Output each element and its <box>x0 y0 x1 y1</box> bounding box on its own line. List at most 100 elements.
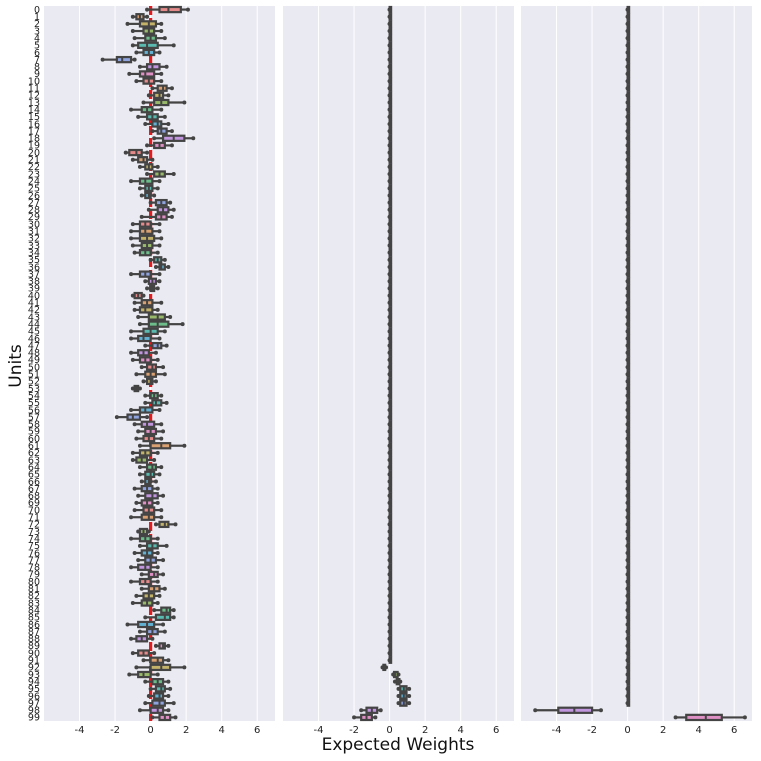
whisker-cap <box>625 601 630 606</box>
whisker-cap <box>387 150 392 155</box>
whisker-cap <box>123 150 128 155</box>
whisker-cap <box>159 79 164 84</box>
whisker-cap <box>396 686 401 691</box>
y-tick-label: 67 <box>28 484 40 495</box>
box-unit-6 <box>625 48 631 57</box>
y-tick-label: 59 <box>28 427 40 438</box>
whisker-cap <box>396 701 401 706</box>
whisker-cap <box>407 686 412 691</box>
box-unit-86 <box>125 620 166 629</box>
whisker-cap <box>625 150 630 155</box>
whisker-cap <box>159 21 164 26</box>
box-unit-8 <box>137 63 169 71</box>
box-unit-17 <box>150 127 174 135</box>
whisker-cap <box>387 50 392 55</box>
whisker-cap <box>387 257 392 262</box>
y-tick-label: 70 <box>28 505 40 516</box>
box-unit-70 <box>387 506 393 514</box>
whisker-cap <box>155 672 160 677</box>
whisker-cap <box>387 129 392 134</box>
x-tick-label: -2 <box>349 725 359 736</box>
y-tick-label: 71 <box>28 513 40 524</box>
box-unit-16 <box>625 120 631 128</box>
whisker-cap <box>137 708 142 713</box>
box-unit-38 <box>387 277 393 285</box>
y-tick-label: 35 <box>28 255 40 266</box>
box-unit-9 <box>127 70 164 78</box>
whisker-cap <box>171 43 176 48</box>
box-unit-55 <box>387 399 393 407</box>
whisker-cap <box>137 64 142 69</box>
y-tick-label: 33 <box>28 241 40 252</box>
whisker-cap <box>166 93 171 98</box>
box-unit-63 <box>130 456 157 464</box>
y-tick-label: 23 <box>28 169 40 180</box>
box-unit-43 <box>387 313 393 321</box>
box-unit-92 <box>134 663 187 672</box>
box-unit-53 <box>130 384 142 393</box>
whisker-cap <box>159 436 164 441</box>
y-tick-label: 4 <box>34 33 40 44</box>
box-unit-2 <box>625 20 631 28</box>
whisker-cap <box>164 543 169 548</box>
whisker-cap <box>352 715 357 720</box>
whisker-cap <box>157 279 162 284</box>
whisker-cap <box>157 222 162 227</box>
box-unit-90 <box>625 649 631 657</box>
box-unit-71 <box>129 513 164 521</box>
whisker-cap <box>173 522 178 527</box>
x-tick-label: -4 <box>314 725 324 736</box>
whisker-cap <box>145 7 150 12</box>
whisker-cap <box>387 372 392 377</box>
whisker-cap <box>164 343 169 348</box>
whisker-cap <box>625 36 630 41</box>
y-tick-label: 21 <box>28 155 40 166</box>
box-unit-54 <box>625 392 631 400</box>
box-unit-23 <box>387 170 393 178</box>
box-unit-84 <box>152 606 176 614</box>
box-unit-80 <box>625 577 631 586</box>
whisker-cap <box>625 243 630 248</box>
box-unit-21 <box>625 156 631 164</box>
box-unit-74 <box>129 535 160 543</box>
y-tick-label: 66 <box>28 477 40 488</box>
box-unit-3 <box>625 27 631 35</box>
y-tick-label: 6 <box>34 48 40 59</box>
whisker-cap <box>387 365 392 370</box>
box-unit-41 <box>132 299 164 307</box>
whisker-cap <box>162 329 167 334</box>
y-tick-label: 84 <box>28 605 40 616</box>
box-unit-33 <box>625 241 631 250</box>
whisker-cap <box>171 608 176 613</box>
box-unit-85 <box>625 613 631 621</box>
whisker-cap <box>155 307 160 312</box>
box-unit-70 <box>132 506 164 514</box>
whisker-cap <box>143 400 148 405</box>
y-tick-label: 40 <box>28 291 40 302</box>
whisker-cap <box>625 322 630 327</box>
whisker-cap <box>625 579 630 584</box>
whisker-cap <box>625 443 630 448</box>
whisker-cap <box>387 79 392 84</box>
whisker-cap <box>625 372 630 377</box>
box-unit-46 <box>129 334 162 343</box>
whisker-cap <box>173 715 178 720</box>
box-unit-83 <box>130 599 160 607</box>
y-tick-label: 90 <box>28 648 40 659</box>
box-unit-88 <box>625 635 631 643</box>
box-unit-28 <box>625 206 631 214</box>
box-unit-51 <box>134 370 167 378</box>
whisker-cap <box>161 622 166 627</box>
whisker-cap <box>387 272 392 277</box>
box-unit-61 <box>137 442 187 450</box>
box-unit-54 <box>143 392 164 400</box>
y-tick-label: 87 <box>28 627 40 638</box>
box-unit-35 <box>387 256 393 264</box>
box-unit-14 <box>129 106 164 114</box>
y-tick-label: 10 <box>28 76 40 87</box>
whisker-cap <box>153 264 158 269</box>
whisker-cap <box>387 500 392 505</box>
box-unit-37 <box>625 270 631 278</box>
whisker-cap <box>625 522 630 527</box>
box-unit-99 <box>673 713 747 722</box>
